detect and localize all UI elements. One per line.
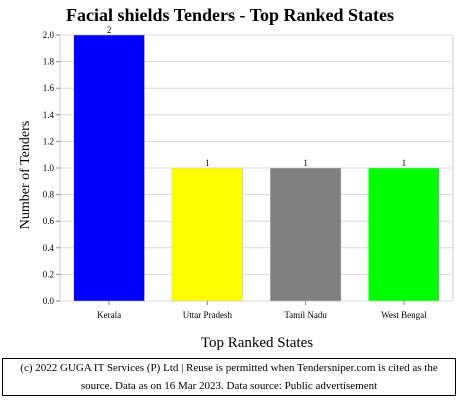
y-tick-label: 0.2	[43, 269, 54, 279]
bar	[171, 167, 243, 302]
data-label: 1	[205, 158, 210, 168]
y-tick-label: 1.4	[43, 110, 55, 120]
y-tick-label: 0.8	[43, 190, 55, 200]
data-labels: 2 1 1 1	[107, 25, 406, 168]
footer-note: (c) 2022 GUGA IT Services (P) Ltd | Reus…	[2, 358, 456, 396]
y-tick-label: 1.8	[43, 57, 55, 67]
data-label: 2	[107, 25, 112, 35]
bar	[368, 167, 440, 302]
footer-line-2: source. Data as on 16 Mar 2023. Data sou…	[80, 380, 378, 392]
bars	[73, 34, 440, 302]
bar-chart: 0.0 0.2 0.4 0.6 0.8 1.0 1.2 1.4 1.6 1.8 2.0 2 1 1 1 K…	[18, 25, 454, 351]
y-axis-label: Number of Tenders	[18, 121, 33, 229]
y-tick-label: 1.0	[43, 163, 55, 173]
y-tick-label: 0.0	[43, 296, 55, 306]
x-tick-label: Tamil Nadu	[284, 310, 327, 320]
bar	[270, 167, 342, 302]
y-tick-label: 1.6	[43, 83, 55, 93]
x-tick-label: West Bengal	[381, 310, 427, 320]
y-tick-label: 0.6	[43, 216, 55, 226]
data-label: 1	[402, 158, 407, 168]
y-tick-label: 1.2	[43, 136, 54, 146]
y-axis-ticks: 0.0 0.2 0.4 0.6 0.8 1.0 1.2 1.4 1.6 1.8 2.0	[43, 30, 60, 306]
x-axis-label: Top Ranked States	[201, 335, 313, 351]
x-tick-label: Uttar Pradesh	[183, 310, 233, 320]
x-tick-label: Kerala	[97, 310, 121, 320]
x-axis-ticks: Kerala Uttar Pradesh Tamil Nadu West Bengal	[97, 301, 427, 320]
y-tick-label: 0.4	[43, 243, 55, 253]
y-tick-label: 2.0	[43, 30, 55, 40]
chart-title: Facial shields Tenders - Top Ranked Stat…	[65, 5, 395, 25]
bar	[73, 34, 145, 302]
data-label: 1	[303, 158, 308, 168]
footer-line-1: (c) 2022 GUGA IT Services (P) Ltd | Reus…	[20, 362, 438, 374]
